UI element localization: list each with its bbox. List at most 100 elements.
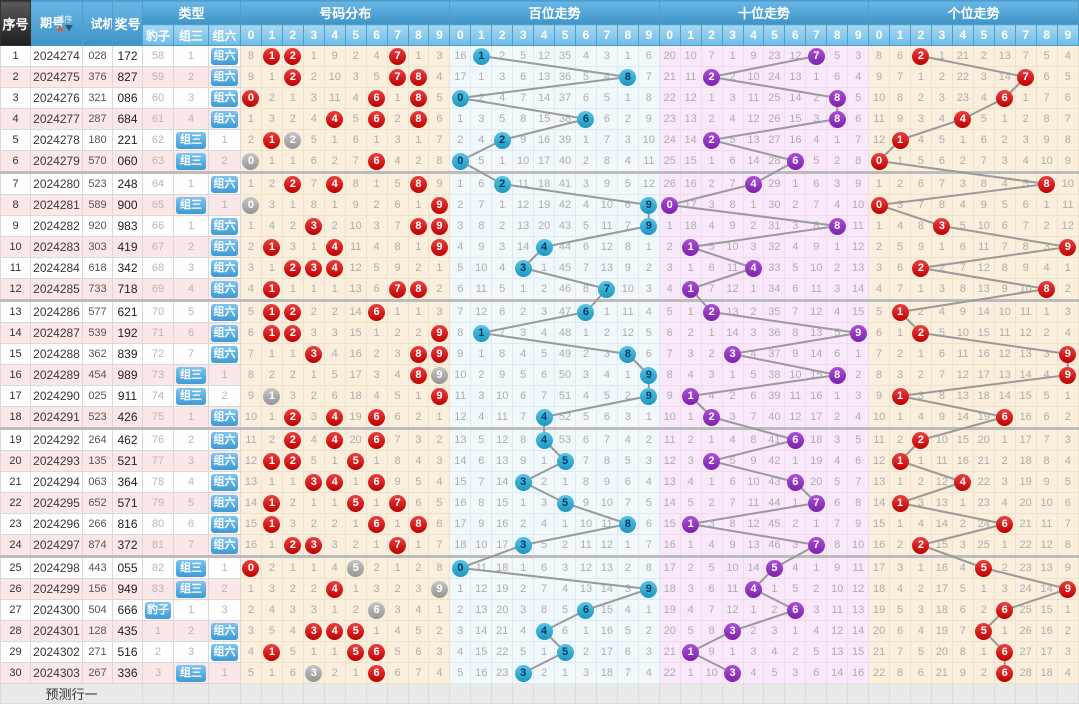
dist-cell: 2 — [365, 343, 388, 365]
tens-cell: 44 — [763, 492, 786, 514]
tens-cell: 6 — [742, 385, 765, 407]
hundreds-cell: 2 — [533, 471, 556, 493]
dist-cell: 2 — [302, 513, 325, 535]
tens-cell: 1 — [784, 620, 807, 642]
hundreds-cell: 3 — [449, 215, 472, 237]
footer-cell — [658, 683, 681, 704]
tens-cell: 7 — [700, 599, 723, 621]
hundreds-cell: 21 — [491, 620, 514, 642]
units-cell: 21 — [930, 662, 953, 684]
row-test-number: 589 — [82, 194, 113, 216]
hundreds-cell: 20 — [533, 215, 556, 237]
footer-cell — [323, 683, 346, 704]
hundreds-cell: 4 — [554, 578, 577, 600]
units-cell: 13 — [993, 364, 1016, 386]
sort-asc-icon[interactable] — [56, 24, 64, 31]
dist-cell: 1 — [302, 236, 325, 258]
row-prize-number: 911 — [112, 385, 143, 407]
units-cell: 2 — [910, 364, 932, 386]
tens-cell: 6 — [784, 150, 807, 173]
hundreds-cell: 13 — [491, 450, 514, 472]
hundreds-cell: 3 — [491, 236, 514, 258]
type-baozi-cell: 70 — [142, 299, 174, 323]
units-cell: 2 — [889, 534, 912, 557]
tens-cell: 2 — [805, 87, 828, 109]
hundreds-cell: 1 — [470, 45, 493, 67]
hundreds-cell: 2 — [533, 278, 556, 301]
hundreds-cell: 4 — [533, 236, 556, 258]
dist-cell: 5 — [407, 471, 430, 493]
dist-cell: 3 — [302, 343, 325, 365]
type-zu3-cell: 2 — [173, 66, 209, 88]
type-zu3-cell: 组三 — [173, 364, 209, 386]
hundreds-cell: 5 — [470, 150, 493, 173]
sort-desc-icon[interactable] — [65, 24, 73, 31]
units-cell: 6 — [868, 322, 891, 344]
tens-cell: 2 — [826, 406, 849, 429]
tens-circle: 6 — [786, 431, 804, 449]
tens-cell: 3 — [679, 450, 702, 472]
dist-cell: 17 — [344, 364, 367, 386]
units-cell: 5 — [930, 129, 953, 151]
units-cell: 3 — [1035, 343, 1058, 365]
digit-header: 5 — [972, 24, 995, 46]
header-baozi: 豹子 — [142, 24, 174, 46]
dist-cell: 1 — [260, 45, 283, 67]
dist-cell: 4 — [365, 385, 388, 407]
tens-cell: 4 — [700, 534, 723, 557]
tens-cell: 9 — [742, 45, 765, 67]
footer-cell — [951, 683, 974, 704]
units-cell: 5 — [910, 150, 932, 173]
dist-cell: 1 — [365, 129, 388, 151]
digit-header: 6 — [993, 24, 1016, 46]
dist-cell: 4 — [386, 150, 409, 173]
dist-red-circle: 7 — [389, 280, 407, 298]
dist-cell: 2 — [428, 427, 451, 451]
hundreds-cell: 2 — [575, 343, 597, 365]
units-circle: 1 — [891, 452, 909, 470]
tens-cell: 3 — [826, 171, 849, 195]
dist-cell: 2 — [281, 364, 304, 386]
tens-cell: 15 — [784, 108, 807, 130]
row-period: 2024281 — [30, 194, 83, 216]
hundreds-circle: 2 — [493, 131, 511, 149]
dist-cell: 4 — [260, 215, 283, 237]
hundreds-cell: 6 — [616, 641, 639, 663]
dist-cell: 6 — [365, 108, 388, 130]
units-cell: 9 — [889, 108, 912, 130]
units-cell: 1 — [910, 66, 932, 88]
footer-cell — [554, 683, 577, 704]
dist-gray-circle: 9 — [430, 366, 448, 384]
type-highlight: 组六 — [211, 217, 239, 235]
units-cell: 24 — [972, 513, 995, 535]
dist-cell: 1 — [344, 662, 367, 684]
dist-red-circle: 4 — [326, 110, 344, 128]
units-circle: 8 — [1038, 175, 1056, 193]
dist-cell: 3 — [281, 513, 304, 535]
table-row: 26 2024299 156 949 83 组三 2 1 3 2 2 4 1 3 2 3 9 1 12 19 2 7 4 13… — [0, 578, 1079, 600]
hundreds-cell: 11 — [595, 513, 618, 535]
tens-cell: 15 — [847, 641, 870, 663]
units-cell: 1 — [1035, 194, 1058, 216]
hundreds-cell: 3 — [512, 257, 535, 279]
dist-cell: 5 — [240, 662, 262, 684]
tens-cell: 4 — [763, 641, 786, 663]
type-baozi-cell: 82 — [142, 555, 174, 579]
digit-header: 6 — [784, 24, 807, 46]
units-cell: 8 — [868, 364, 891, 386]
tens-cell: 5 — [721, 450, 744, 472]
hundreds-circle: 8 — [619, 68, 637, 86]
footer-cell — [386, 683, 409, 704]
hundreds-circle: 7 — [598, 280, 616, 298]
header-tens-group: 十位走势 — [658, 0, 870, 25]
tens-cell: 3 — [805, 108, 828, 130]
dist-cell: 8 — [407, 66, 430, 88]
row-test-number: 874 — [82, 534, 113, 557]
tens-cell: 6 — [784, 278, 807, 301]
dist-cell: 1 — [386, 555, 409, 579]
dist-cell: 2 — [386, 322, 409, 344]
hundreds-cell: 5 — [554, 450, 577, 472]
tens-cell: 12 — [826, 620, 849, 642]
type-baozi-cell: 73 — [142, 364, 174, 386]
units-cell: 4 — [910, 620, 932, 642]
